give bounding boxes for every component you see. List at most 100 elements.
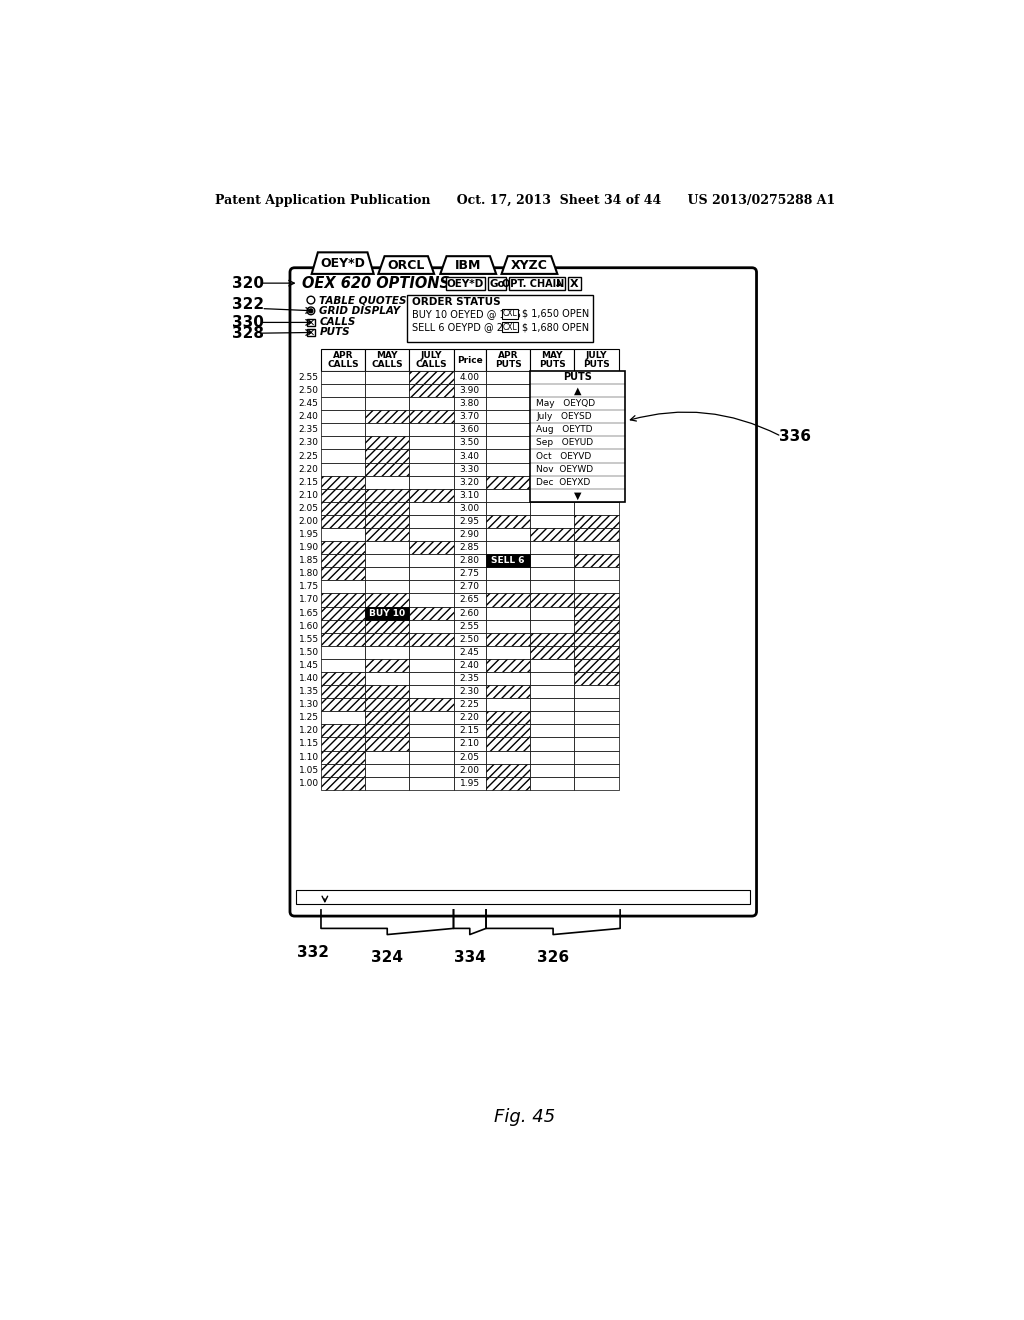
Bar bbox=[321, 607, 366, 619]
Bar bbox=[366, 450, 410, 462]
Bar bbox=[321, 685, 366, 698]
Text: 1.05: 1.05 bbox=[299, 766, 318, 775]
Bar bbox=[574, 659, 618, 672]
Bar bbox=[574, 607, 618, 619]
Bar bbox=[410, 502, 454, 515]
Text: OPT. CHAIN: OPT. CHAIN bbox=[502, 279, 564, 289]
Text: CALLS: CALLS bbox=[319, 317, 355, 327]
Text: APR
PUTS: APR PUTS bbox=[495, 351, 521, 370]
Text: Price: Price bbox=[457, 355, 482, 364]
Text: 2.35: 2.35 bbox=[460, 675, 480, 682]
Text: 2.45: 2.45 bbox=[460, 648, 479, 657]
Text: 2.55: 2.55 bbox=[299, 374, 318, 381]
Bar bbox=[410, 568, 454, 581]
Bar bbox=[454, 515, 486, 528]
Bar bbox=[410, 488, 454, 502]
Bar bbox=[307, 318, 314, 326]
Text: 2.15: 2.15 bbox=[460, 726, 480, 735]
Bar bbox=[296, 890, 751, 904]
Bar bbox=[366, 554, 410, 568]
Text: 1.60: 1.60 bbox=[299, 622, 318, 631]
Bar bbox=[574, 725, 618, 738]
Bar bbox=[410, 581, 454, 594]
Bar bbox=[410, 685, 454, 698]
Text: Nov  OEYWD: Nov OEYWD bbox=[537, 465, 594, 474]
Text: OEY*D: OEY*D bbox=[321, 256, 366, 269]
Bar bbox=[366, 475, 410, 488]
Text: BUY 10 OEYED @ 1.65: BUY 10 OEYED @ 1.65 bbox=[412, 309, 520, 319]
Bar bbox=[530, 632, 574, 645]
Bar bbox=[530, 554, 574, 568]
Bar bbox=[321, 462, 366, 475]
Bar bbox=[574, 685, 618, 698]
Bar bbox=[454, 763, 486, 776]
Polygon shape bbox=[440, 256, 496, 275]
Bar bbox=[454, 594, 486, 607]
Bar bbox=[454, 711, 486, 725]
Bar bbox=[530, 698, 574, 711]
Bar bbox=[454, 645, 486, 659]
Bar bbox=[366, 645, 410, 659]
Text: 1.10: 1.10 bbox=[299, 752, 318, 762]
Bar bbox=[486, 751, 530, 763]
Bar bbox=[486, 672, 530, 685]
Bar bbox=[486, 502, 530, 515]
Bar bbox=[366, 619, 410, 632]
Bar bbox=[486, 568, 530, 581]
Bar bbox=[445, 277, 484, 290]
Text: Dec  OEYXD: Dec OEYXD bbox=[537, 478, 591, 487]
Bar bbox=[486, 763, 530, 776]
Bar bbox=[454, 350, 486, 371]
Bar bbox=[530, 607, 574, 619]
Bar bbox=[486, 488, 530, 502]
Text: 1.25: 1.25 bbox=[299, 713, 318, 722]
Bar bbox=[366, 502, 410, 515]
Bar bbox=[454, 554, 486, 568]
Text: 3.00: 3.00 bbox=[460, 504, 480, 513]
Bar bbox=[321, 645, 366, 659]
Text: 2.65: 2.65 bbox=[460, 595, 480, 605]
Text: 2.55: 2.55 bbox=[460, 622, 480, 631]
Bar bbox=[410, 424, 454, 437]
Bar bbox=[574, 541, 618, 554]
Bar bbox=[366, 411, 410, 424]
Bar bbox=[321, 371, 366, 384]
Text: 3.60: 3.60 bbox=[460, 425, 480, 434]
Bar bbox=[366, 462, 410, 475]
Text: 2.70: 2.70 bbox=[460, 582, 480, 591]
Text: 328: 328 bbox=[232, 326, 264, 341]
Text: 330: 330 bbox=[232, 315, 264, 330]
Bar bbox=[407, 294, 593, 342]
Bar bbox=[530, 502, 574, 515]
Bar bbox=[486, 541, 530, 554]
Bar bbox=[410, 698, 454, 711]
Text: IBM: IBM bbox=[455, 259, 481, 272]
Bar bbox=[486, 685, 530, 698]
Bar bbox=[509, 277, 565, 290]
Bar bbox=[530, 751, 574, 763]
Bar bbox=[487, 277, 506, 290]
Bar bbox=[366, 659, 410, 672]
Bar bbox=[530, 397, 574, 411]
Bar bbox=[486, 371, 530, 384]
Bar bbox=[366, 437, 410, 449]
Bar bbox=[503, 322, 518, 331]
Bar bbox=[454, 541, 486, 554]
Text: Fig. 45: Fig. 45 bbox=[495, 1107, 555, 1126]
Bar bbox=[454, 450, 486, 462]
Text: 3.70: 3.70 bbox=[460, 412, 480, 421]
Text: Oct   OEYVD: Oct OEYVD bbox=[537, 451, 592, 461]
Polygon shape bbox=[556, 281, 561, 286]
Bar bbox=[574, 619, 618, 632]
Bar bbox=[486, 725, 530, 738]
Bar bbox=[410, 763, 454, 776]
Bar bbox=[530, 763, 574, 776]
Text: 3.40: 3.40 bbox=[460, 451, 480, 461]
Bar bbox=[366, 371, 410, 384]
Text: 2.35: 2.35 bbox=[299, 425, 318, 434]
Bar bbox=[574, 384, 618, 397]
Bar bbox=[574, 751, 618, 763]
Bar bbox=[530, 711, 574, 725]
Text: 1.80: 1.80 bbox=[299, 569, 318, 578]
Bar bbox=[574, 581, 618, 594]
